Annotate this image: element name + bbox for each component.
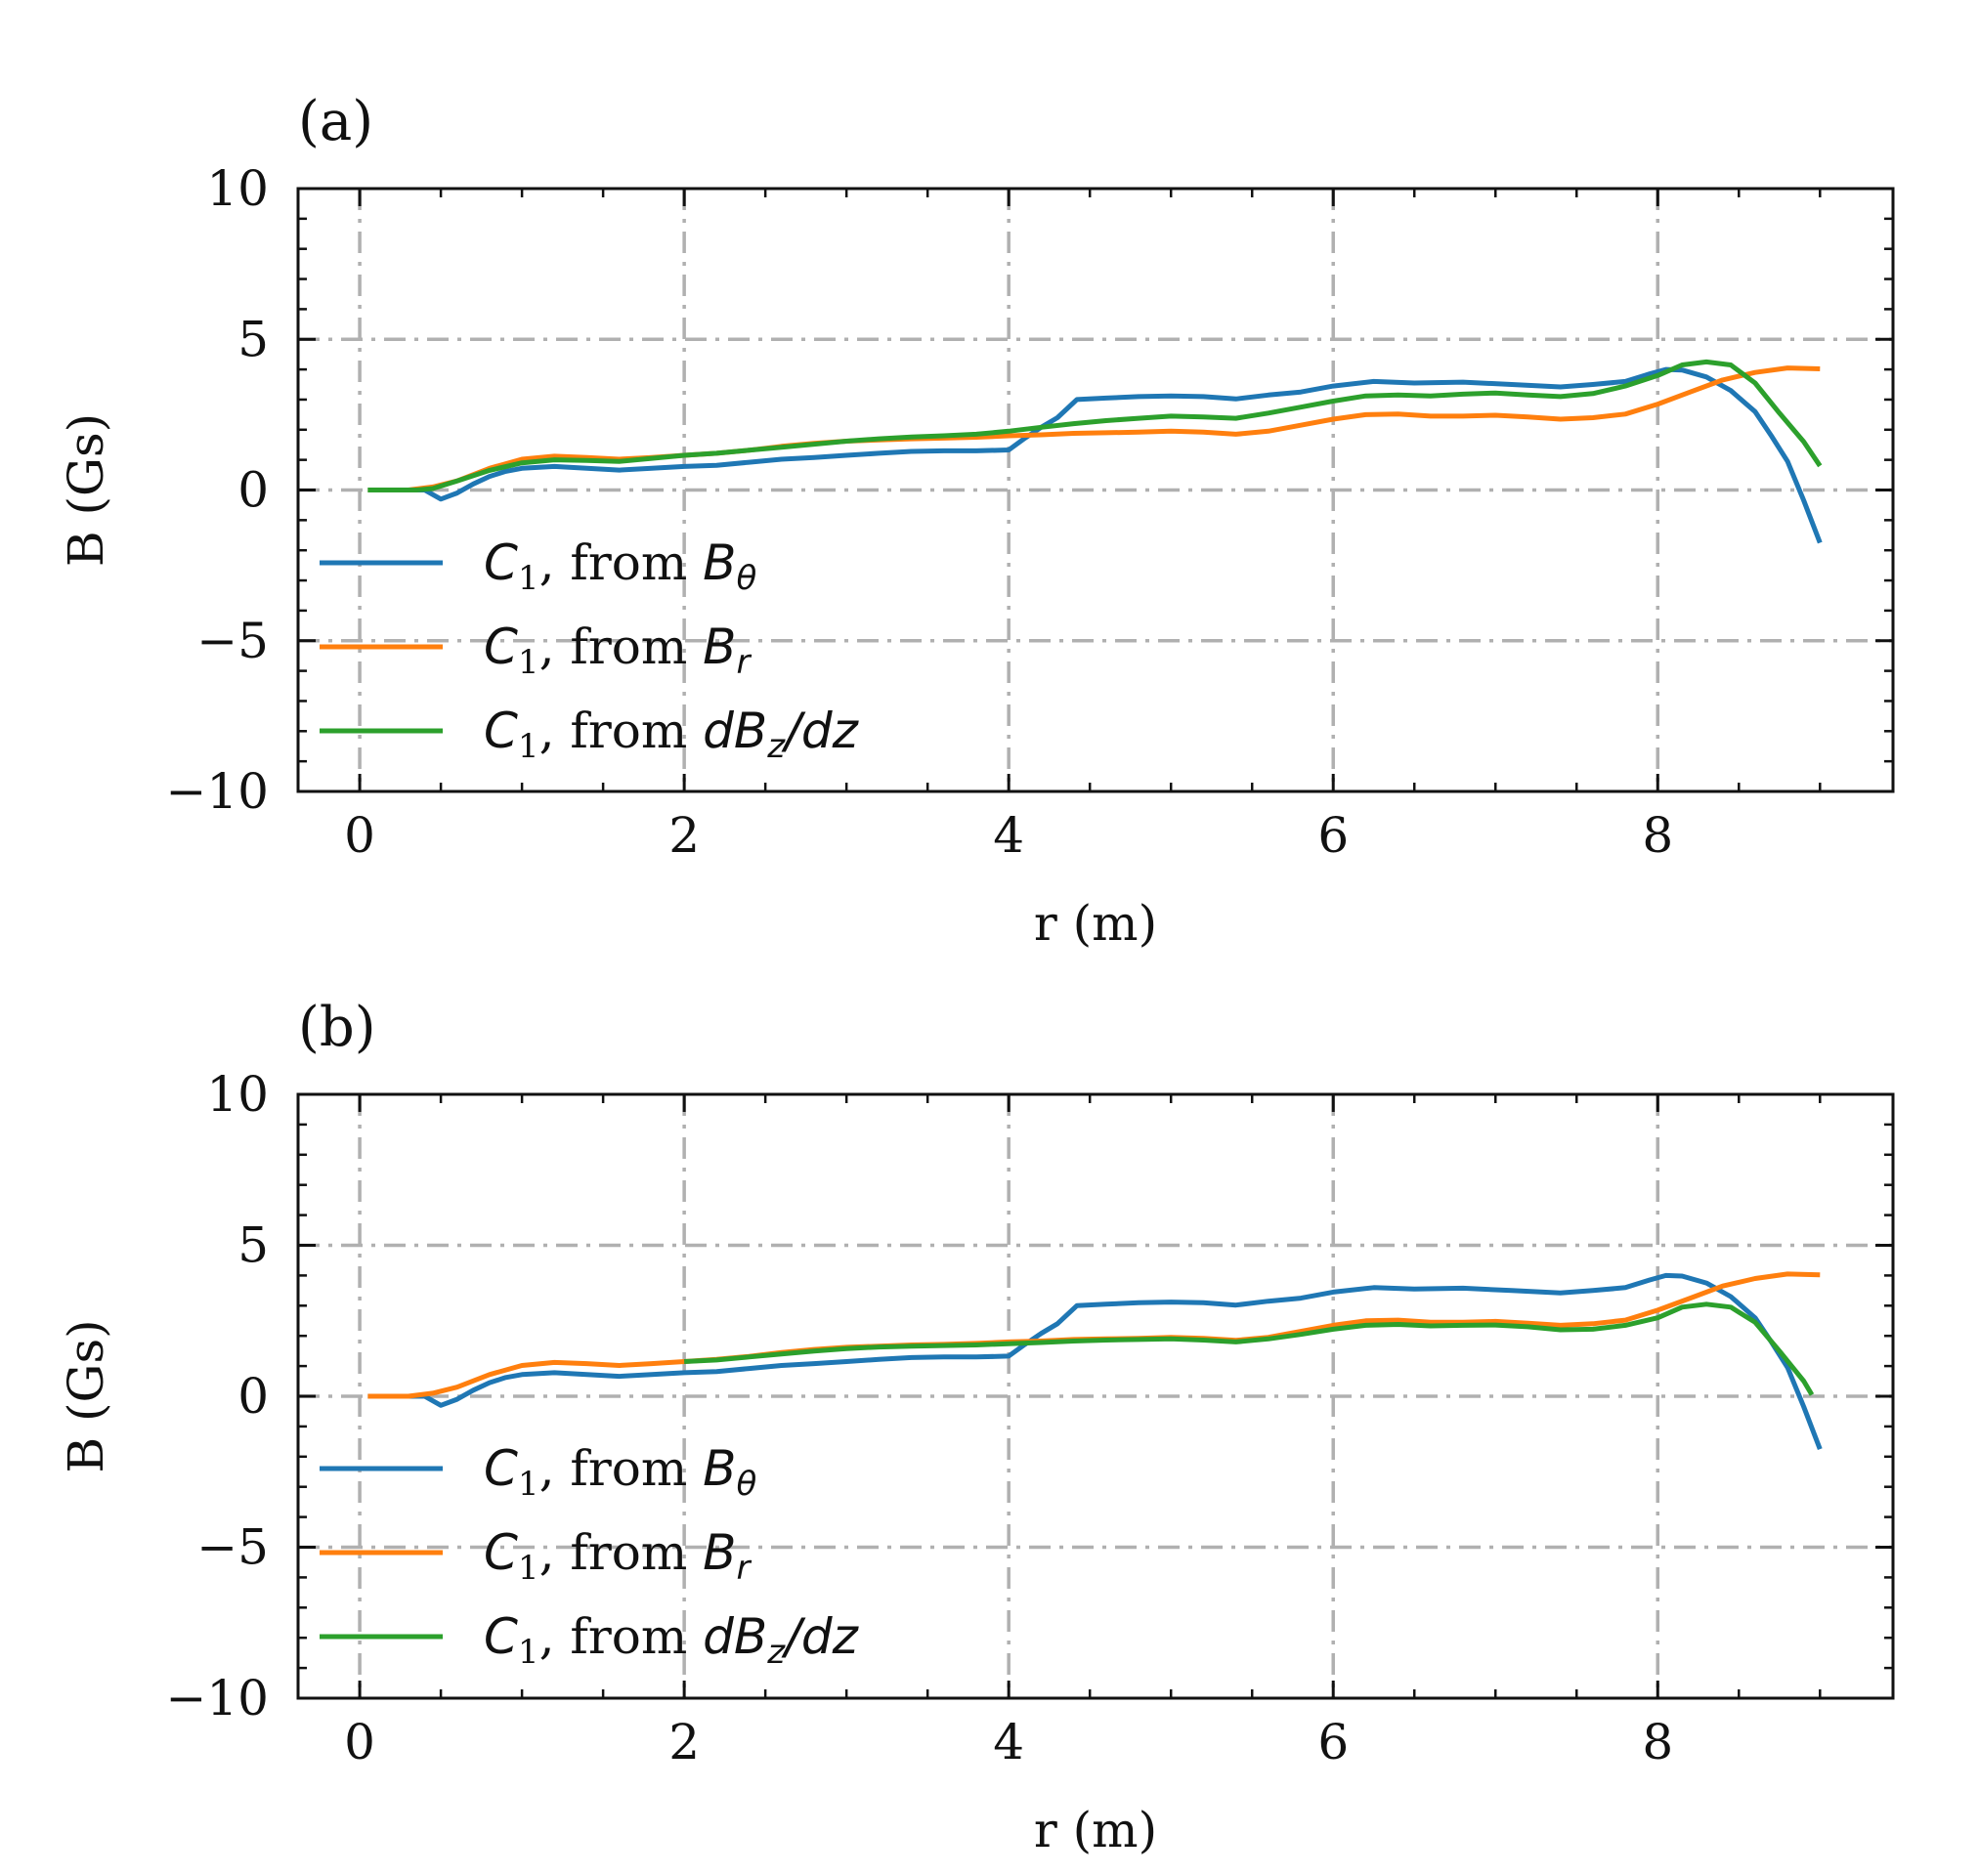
series-line-1 (367, 1272, 1823, 1450)
y-tick-label: 0 (237, 1368, 269, 1425)
x-axis-label: r (m) (1034, 895, 1157, 952)
series-line-3 (367, 359, 1823, 492)
series-line-1 (367, 366, 1823, 544)
y-tick-label: 0 (237, 462, 269, 519)
series-line-2 (367, 1271, 1821, 1399)
plot-frame (296, 187, 1895, 793)
legend-entry: C1, from Bθ (484, 534, 756, 598)
y-tick-label: −5 (196, 1519, 269, 1576)
x-tick-label: 2 (668, 1714, 700, 1770)
legend: C1, from Bθ C1, from Br C1, from dBz/dz (320, 1440, 860, 1672)
legend-entry: C1, from Bθ (484, 1440, 756, 1504)
legend-entry: C1, from dBz/dz (484, 703, 860, 766)
x-tick-label: 8 (1642, 1714, 1673, 1770)
legend-entry: C1, from Br (484, 1524, 752, 1588)
y-tick-label: 10 (206, 1066, 269, 1123)
legend: C1, from Bθ C1, from Br C1, from dBz/dz (320, 534, 860, 766)
x-tick-label: 0 (344, 807, 375, 864)
series-group (367, 359, 1823, 544)
x-tick-label: 2 (668, 807, 700, 864)
x-axis-label: r (m) (1034, 1802, 1157, 1858)
y-tick-label: 10 (206, 160, 269, 217)
plot-frame (296, 1092, 1895, 1700)
y-tick-label: −10 (165, 763, 269, 820)
x-tick-label: 4 (993, 1714, 1024, 1770)
x-tick-label: 6 (1317, 1714, 1349, 1770)
panel-label: (b) (298, 996, 376, 1059)
y-tick-label: −5 (196, 613, 269, 669)
series-line-3 (683, 1301, 1815, 1396)
y-axis-label: B (Gs) (58, 1319, 114, 1472)
panel-label: (a) (298, 90, 373, 153)
legend-entry: C1, from Br (484, 618, 752, 682)
y-axis-label: B (Gs) (58, 413, 114, 567)
y-tick-label: −10 (165, 1670, 269, 1727)
x-tick-label: 0 (344, 1714, 375, 1770)
y-tick-label: 5 (237, 1217, 269, 1274)
y-tick-label: 5 (237, 311, 269, 367)
x-tick-label: 6 (1317, 807, 1349, 864)
series-group (367, 1271, 1823, 1450)
x-tick-label: 8 (1642, 807, 1673, 864)
x-tick-label: 4 (993, 807, 1024, 864)
legend-entry: C1, from dBz/dz (484, 1608, 860, 1672)
series-line-2 (367, 365, 1821, 492)
